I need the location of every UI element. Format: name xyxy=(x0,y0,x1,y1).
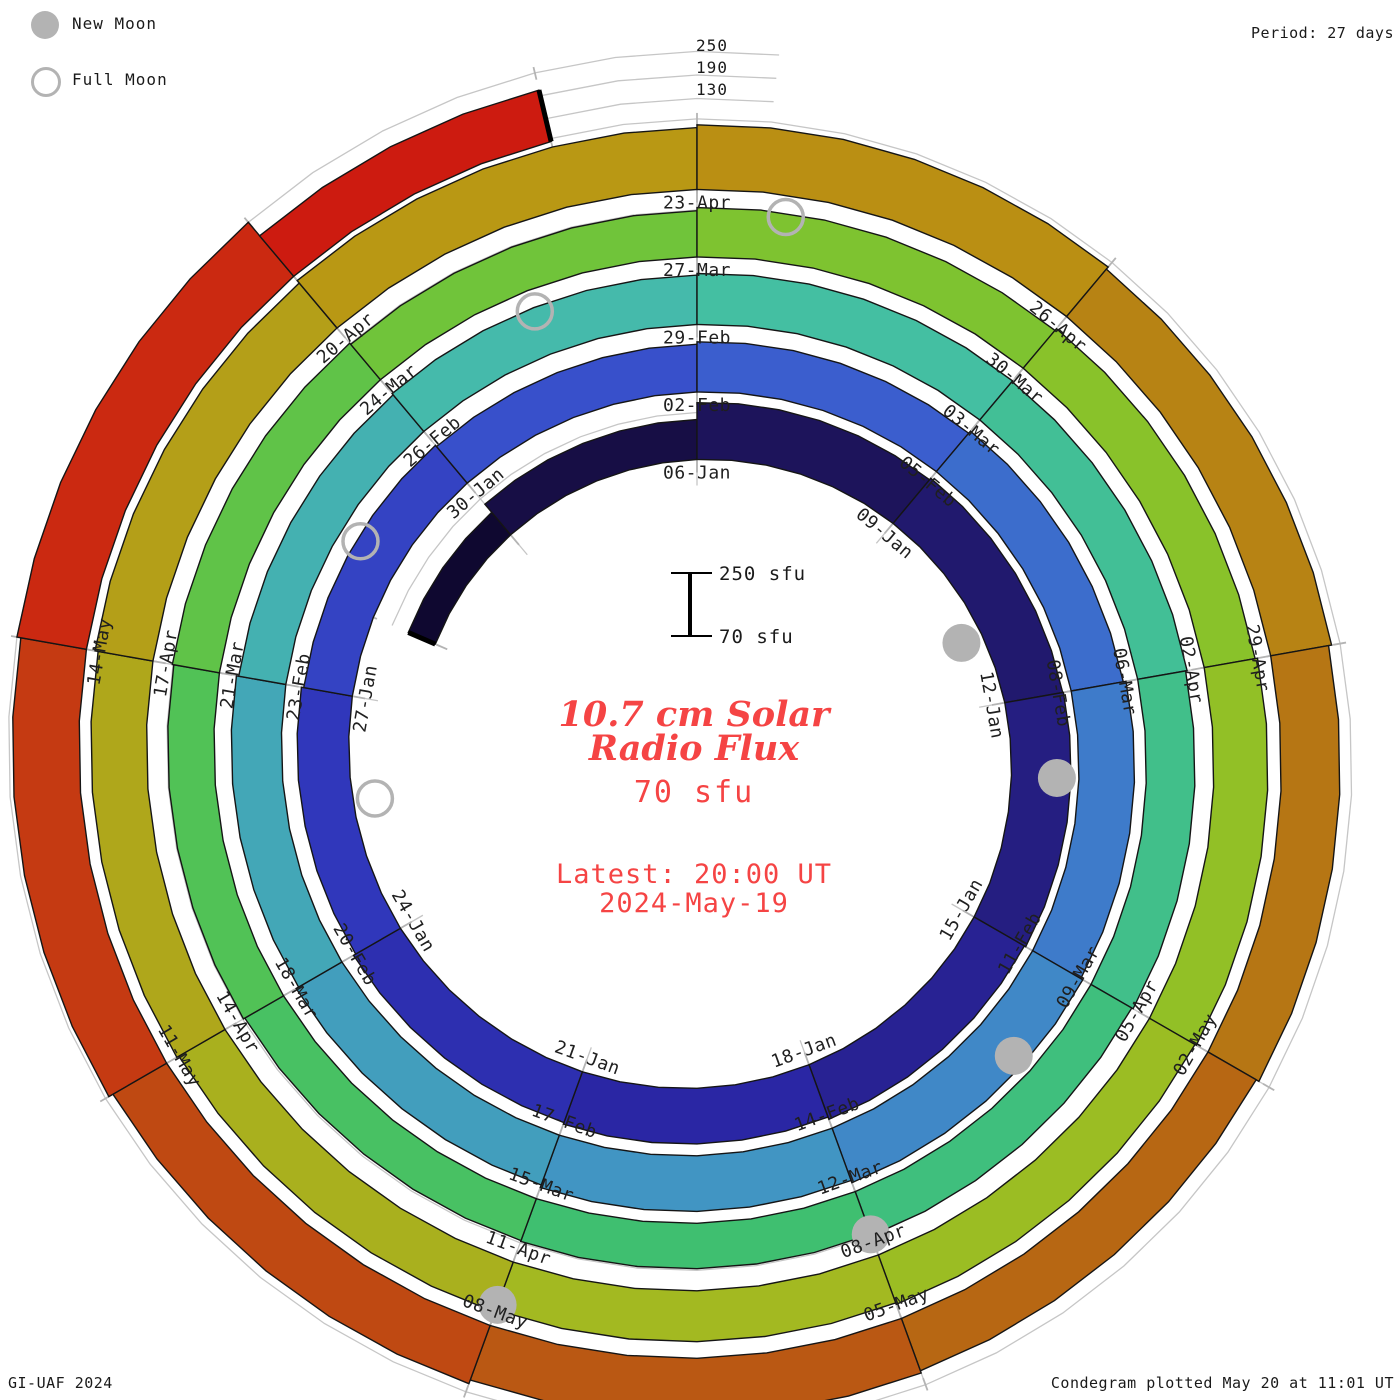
spiral-date-label-06-Jan: 06-Jan xyxy=(663,463,731,484)
latest-date-label: 2024-May-19 xyxy=(599,888,789,919)
full-moon-marker-25-Jan xyxy=(355,779,395,818)
new-moon-marker-08-May xyxy=(478,1285,517,1324)
radial-scale-190: 190 xyxy=(696,58,728,77)
grid-tick xyxy=(510,535,520,546)
grid-tick xyxy=(962,909,974,918)
grid-tick xyxy=(896,1305,902,1318)
grid-tick xyxy=(1262,1083,1275,1092)
full-moon-marker-24-Feb xyxy=(341,521,380,561)
flux-scalebar-bottom-cap xyxy=(671,635,712,637)
grid-tick xyxy=(463,1384,470,1398)
grid-tick xyxy=(1137,1010,1150,1019)
flux-band xyxy=(12,89,1341,1400)
flux-scalebar-bottom-label: 70 sfu xyxy=(719,626,794,648)
grid-tick xyxy=(1106,257,1117,269)
current-flux-value: 70 sfu xyxy=(633,775,755,810)
grid-tick xyxy=(342,954,354,963)
plotted-timestamp: Condegram plotted May 20 at 11:01 UT xyxy=(1050,1374,1394,1392)
spiral-start-cap xyxy=(407,630,437,647)
flux-segment-18-Jan xyxy=(562,1063,829,1145)
radial-scale-250: 250 xyxy=(696,36,728,55)
moon-markers xyxy=(341,197,1076,1324)
grid-tick xyxy=(1333,641,1347,646)
grid-tick xyxy=(581,1059,588,1072)
period-label: Period: 27 days xyxy=(1251,24,1394,42)
grid-tick xyxy=(220,672,233,676)
radial-scale-labels: 250 190 130 xyxy=(686,35,738,101)
full-moon-marker-25-Mar xyxy=(515,292,555,331)
flux-segment-01-Jan xyxy=(407,511,512,646)
new-moon-legend-label: New Moon xyxy=(72,14,158,33)
grid-tick xyxy=(803,1052,810,1065)
spiral-end-cap xyxy=(536,89,554,143)
flux-scalebar-top-label: 250 sfu xyxy=(719,563,807,585)
spiral-date-label-29-Feb: 29-Feb xyxy=(663,328,731,349)
grid-tick xyxy=(922,1377,929,1391)
new-moon-marker-10-Mar xyxy=(994,1036,1033,1075)
grid-tick xyxy=(1014,368,1024,379)
spiral-date-label-23-Apr: 23-Apr xyxy=(663,193,731,214)
chart-title-line2: Radio Flux xyxy=(588,728,800,769)
grid-tick xyxy=(532,66,538,80)
grid-tick xyxy=(435,643,448,651)
grid-tick xyxy=(423,431,433,442)
new-moon-marker-09-Feb xyxy=(1037,758,1076,797)
grid-tick xyxy=(991,702,1004,706)
credit-label: GI-UAF 2024 xyxy=(8,1374,113,1392)
full-moon-marker-23-Apr xyxy=(766,197,806,237)
grid-tick xyxy=(970,420,980,431)
grid-tick xyxy=(1196,1044,1208,1053)
grid-tick xyxy=(153,660,166,665)
full-moon-legend-icon xyxy=(31,67,61,97)
latest-time-label: Latest: 20:00 UT xyxy=(555,859,833,890)
chart-title-line1: 10.7 cm Solar xyxy=(558,694,830,735)
grid-tick xyxy=(512,1249,519,1262)
full-moon-legend-label: Full Moon xyxy=(72,70,168,89)
radial-scale-130: 130 xyxy=(696,80,728,99)
new-moon-legend-icon xyxy=(31,11,59,39)
grid-tick xyxy=(286,683,299,688)
grid-tick xyxy=(283,988,296,997)
grid-tick xyxy=(166,1055,179,1064)
grid-tick xyxy=(467,483,477,494)
flux-scalebar-top-cap xyxy=(671,572,712,574)
new-moon-marker-08-Apr xyxy=(851,1215,890,1254)
grid-tick xyxy=(380,379,390,391)
grid-tick xyxy=(1124,678,1137,683)
flux-scalebar-line xyxy=(688,573,692,636)
grid-tick xyxy=(225,1022,237,1030)
grid-tick xyxy=(558,1122,565,1135)
new-moon-marker-11-Jan xyxy=(942,623,981,662)
grid-tick xyxy=(336,328,347,339)
grid-tick xyxy=(1057,316,1067,328)
grid-tick xyxy=(400,920,413,929)
spiral-date-label-02-Feb: 02-Feb xyxy=(663,395,731,416)
grid-tick xyxy=(535,1186,542,1199)
spiral-date-label-27-Mar: 27-Mar xyxy=(663,260,731,281)
grid-tick xyxy=(353,695,366,700)
grid-tick xyxy=(1191,666,1204,671)
grid-tick xyxy=(1257,655,1270,659)
grid-tick xyxy=(884,523,894,534)
